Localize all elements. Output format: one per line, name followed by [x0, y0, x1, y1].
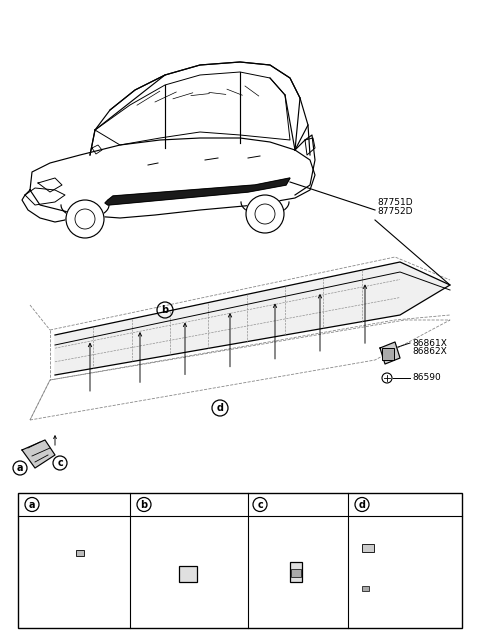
- Text: 86862X: 86862X: [412, 347, 447, 356]
- Circle shape: [246, 195, 284, 233]
- Text: 1335CJ: 1335CJ: [289, 500, 323, 509]
- Text: a: a: [17, 463, 23, 473]
- Polygon shape: [380, 342, 400, 364]
- Text: d: d: [359, 500, 365, 509]
- Text: 1249LJ: 1249LJ: [380, 582, 410, 591]
- Bar: [362, 586, 369, 591]
- Text: 86590: 86590: [412, 373, 441, 382]
- Text: a: a: [29, 500, 35, 509]
- Text: 87752D: 87752D: [377, 207, 412, 216]
- Bar: [362, 544, 374, 552]
- Bar: [291, 569, 301, 577]
- Text: b: b: [161, 305, 168, 315]
- Text: 86848A: 86848A: [48, 587, 83, 596]
- Text: 87751D: 87751D: [377, 198, 413, 207]
- Polygon shape: [55, 262, 450, 375]
- Text: b: b: [141, 500, 147, 509]
- Text: 1244KB: 1244KB: [26, 552, 60, 561]
- Polygon shape: [105, 178, 290, 205]
- Text: 87756J: 87756J: [182, 500, 216, 509]
- Text: 87758: 87758: [380, 547, 409, 556]
- Circle shape: [66, 200, 104, 238]
- Bar: [76, 550, 84, 556]
- Text: d: d: [216, 403, 224, 413]
- Bar: [179, 566, 197, 582]
- FancyArrowPatch shape: [369, 548, 375, 551]
- Circle shape: [382, 373, 392, 383]
- Text: 86861X: 86861X: [412, 338, 447, 347]
- Polygon shape: [22, 440, 55, 468]
- Bar: [18, 493, 462, 628]
- Text: c: c: [257, 500, 263, 509]
- Text: c: c: [57, 458, 63, 468]
- Bar: [382, 348, 394, 360]
- Bar: [290, 562, 302, 582]
